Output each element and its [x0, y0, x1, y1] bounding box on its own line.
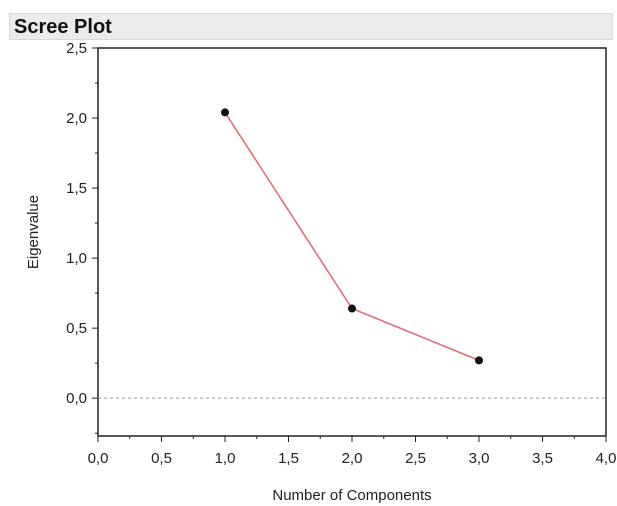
data-point	[221, 108, 229, 117]
data-point	[475, 356, 483, 365]
x-tick-label: 3,0	[469, 450, 490, 467]
x-tick-label: 3,5	[532, 450, 553, 467]
x-tick-label: 0,0	[88, 450, 109, 467]
data-point	[348, 304, 356, 313]
x-tick-label: 1,0	[215, 450, 236, 467]
chart-title: Scree Plot	[14, 16, 112, 38]
x-tick-label: 0,5	[151, 450, 172, 467]
plot-frame	[97, 47, 607, 437]
x-tick-label: 4,0	[596, 450, 617, 467]
y-tick-label: 2,0	[66, 110, 87, 127]
y-tick-label: 2,5	[66, 40, 87, 57]
x-tick-label: 1,5	[278, 450, 299, 467]
y-axis-ticks: 0,0 0,5 1,0 1,5 2,0 2,5	[66, 40, 98, 434]
chart-title-bar: Scree Plot	[9, 13, 613, 40]
y-tick-label: 1,5	[66, 180, 87, 197]
eigenvalue-points	[221, 108, 483, 365]
y-tick-label: 1,0	[66, 250, 87, 267]
x-axis-ticks: 0,0 0,5 1,0 1,5 2,0 2,5 3,0 3,5 4,0	[88, 436, 617, 467]
y-tick-label: 0,5	[66, 320, 87, 337]
y-axis-title: Eigenvalue	[25, 195, 42, 269]
y-tick-label: 0,0	[66, 390, 87, 407]
x-axis-title: Number of Components	[272, 487, 431, 504]
x-tick-label: 2,0	[342, 450, 363, 467]
x-tick-label: 2,5	[405, 450, 426, 467]
